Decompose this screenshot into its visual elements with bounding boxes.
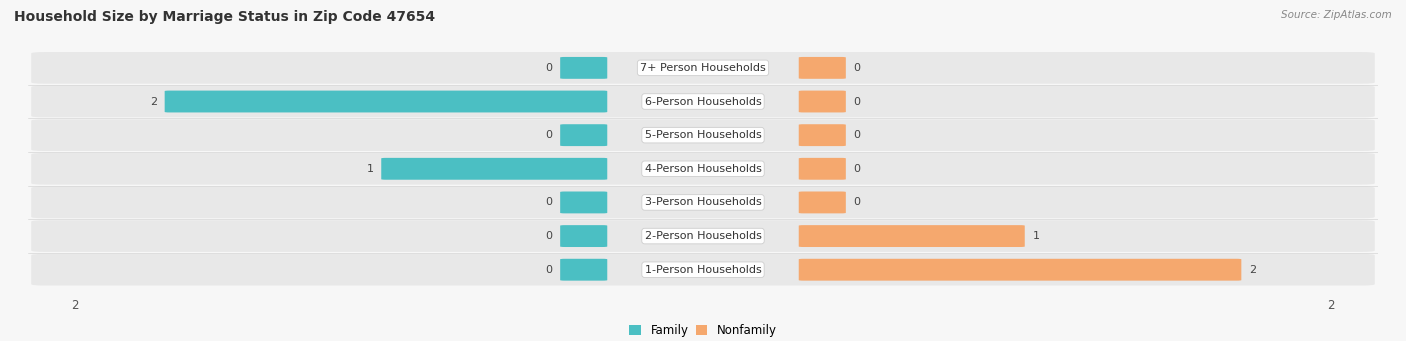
Text: 0: 0: [546, 63, 553, 73]
FancyBboxPatch shape: [31, 52, 1375, 84]
Text: 7+ Person Households: 7+ Person Households: [640, 63, 766, 73]
Text: 2-Person Households: 2-Person Households: [644, 231, 762, 241]
FancyBboxPatch shape: [799, 158, 846, 180]
Text: 0: 0: [546, 265, 553, 275]
FancyBboxPatch shape: [799, 124, 846, 146]
FancyBboxPatch shape: [31, 220, 1375, 252]
Text: 1-Person Households: 1-Person Households: [644, 265, 762, 275]
Text: 0: 0: [853, 63, 860, 73]
Text: 0: 0: [853, 197, 860, 207]
FancyBboxPatch shape: [31, 86, 1375, 117]
Text: 0: 0: [853, 130, 860, 140]
FancyBboxPatch shape: [165, 91, 607, 113]
Text: 0: 0: [546, 231, 553, 241]
FancyBboxPatch shape: [799, 192, 846, 213]
FancyBboxPatch shape: [799, 259, 1241, 281]
Legend: Family, Nonfamily: Family, Nonfamily: [624, 320, 782, 341]
Text: 0: 0: [853, 97, 860, 106]
Text: 0: 0: [546, 130, 553, 140]
Text: 1: 1: [1032, 231, 1039, 241]
Text: Source: ZipAtlas.com: Source: ZipAtlas.com: [1281, 10, 1392, 20]
Text: Household Size by Marriage Status in Zip Code 47654: Household Size by Marriage Status in Zip…: [14, 10, 436, 24]
FancyBboxPatch shape: [799, 91, 846, 113]
FancyBboxPatch shape: [31, 187, 1375, 218]
FancyBboxPatch shape: [31, 153, 1375, 184]
FancyBboxPatch shape: [560, 57, 607, 79]
FancyBboxPatch shape: [560, 225, 607, 247]
Text: 2: 2: [1249, 265, 1257, 275]
Text: 0: 0: [546, 197, 553, 207]
FancyBboxPatch shape: [560, 259, 607, 281]
FancyBboxPatch shape: [381, 158, 607, 180]
Text: 6-Person Households: 6-Person Households: [644, 97, 762, 106]
Text: 3-Person Households: 3-Person Households: [644, 197, 762, 207]
FancyBboxPatch shape: [560, 124, 607, 146]
FancyBboxPatch shape: [799, 225, 1025, 247]
FancyBboxPatch shape: [560, 192, 607, 213]
Text: 5-Person Households: 5-Person Households: [644, 130, 762, 140]
Text: 4-Person Households: 4-Person Households: [644, 164, 762, 174]
FancyBboxPatch shape: [31, 119, 1375, 151]
FancyBboxPatch shape: [799, 57, 846, 79]
FancyBboxPatch shape: [31, 254, 1375, 285]
Text: 1: 1: [367, 164, 374, 174]
Text: 0: 0: [853, 164, 860, 174]
Text: 2: 2: [149, 97, 157, 106]
